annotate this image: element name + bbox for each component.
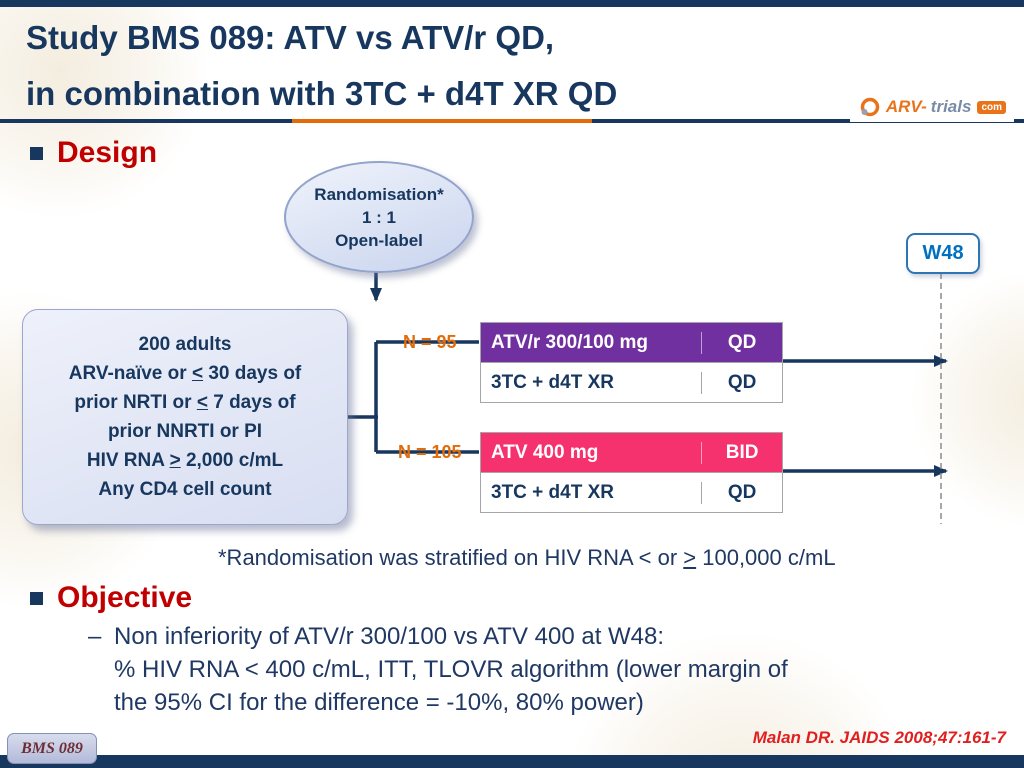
text: 200 adults xyxy=(138,334,232,355)
logo-text-arv: ARV- xyxy=(885,97,927,116)
text: Any CD4 cell count xyxy=(98,479,272,500)
population-line: prior NNRTI or PI xyxy=(23,417,347,446)
arm1-backbone-row: 3TC + d4T XR QD xyxy=(481,362,782,402)
slide-title: Study BMS 089: ATV vs ATV/r QD, in combi… xyxy=(26,10,617,122)
title-divider xyxy=(0,119,1024,123)
design-section-heading: Design xyxy=(30,136,157,170)
arv-trials-logo: ARV-trials com xyxy=(849,92,1014,122)
text: *Randomisation was stratified on HIV RNA… xyxy=(218,545,684,570)
randomisation-line-3: Open-label xyxy=(335,230,423,250)
arm1-regimen-row: ATV/r 300/100 mg QD xyxy=(481,323,782,362)
objective-body: – Non inferiority of ATV/r 300/100 vs ATV… xyxy=(88,620,788,719)
arm2-backbone-dose: QD xyxy=(701,481,782,504)
square-bullet-icon xyxy=(30,591,43,605)
objective-line-1: – Non inferiority of ATV/r 300/100 vs ATV… xyxy=(88,620,788,653)
text: ARV-naïve or xyxy=(68,363,192,384)
objective-section-heading: Objective xyxy=(30,581,192,615)
arm1-regimen: ATV/r 300/100 mg xyxy=(491,331,649,353)
background-decoration xyxy=(910,270,1024,530)
underlined-operator: > xyxy=(683,545,697,570)
population-line: HIV RNA > 2,000 c/mL xyxy=(23,446,347,475)
text: 2,000 c/mL xyxy=(180,450,284,471)
arm1-backbone: 3TC + d4T XR xyxy=(491,371,614,393)
text: 100,000 c/mL xyxy=(696,545,836,570)
arm1-n-label: N = 95 xyxy=(403,332,457,352)
reference-citation: Malan DR. JAIDS 2008;47:161-7 xyxy=(752,728,1006,747)
arm2-n-label: N = 105 xyxy=(398,442,462,462)
randomisation-line-1: Randomisation* xyxy=(314,184,444,204)
population-box: 200 adults ARV-naïve or < 30 days of pri… xyxy=(22,309,348,525)
text: prior NRTI or xyxy=(74,392,197,413)
population-line: ARV-naïve or < 30 days of xyxy=(23,359,347,388)
arm2-regimen: ATV 400 mg xyxy=(491,441,599,463)
population-line: prior NRTI or < 7 days of xyxy=(23,388,347,417)
divider-segment-orange xyxy=(292,119,592,123)
logo-swoosh-icon xyxy=(860,97,880,117)
arm1-backbone-dose: QD xyxy=(701,371,782,394)
slide-title-line-1: Study BMS 089: ATV vs ATV/r QD, xyxy=(26,19,555,56)
underlined-operator: < xyxy=(196,392,208,413)
arm2-regimen-row: ATV 400 mg BID xyxy=(481,433,782,472)
arm2-backbone-row: 3TC + d4T XR QD xyxy=(481,472,782,512)
divider-segment-navy xyxy=(592,119,1024,123)
text: 30 days of xyxy=(203,363,302,384)
dash-bullet: – xyxy=(88,623,102,650)
randomisation-line-2: 1 : 1 xyxy=(361,207,397,227)
objective-heading-label: Objective xyxy=(57,581,193,614)
text: HIV RNA xyxy=(86,450,170,471)
text: prior NNRTI or PI xyxy=(107,421,263,442)
arm2-backbone: 3TC + d4T XR xyxy=(491,481,614,503)
logo-text-trials: trials xyxy=(930,97,972,116)
objective-line-2: % HIV RNA < 400 c/mL, ITT, TLOVR algorit… xyxy=(114,656,788,683)
arm2-regimen-dose: BID xyxy=(701,441,782,464)
w48-timepoint-box: W48 xyxy=(906,233,980,274)
underlined-operator: < xyxy=(191,363,204,384)
bottom-accent-bar xyxy=(0,755,1024,768)
randomisation-ellipse: Randomisation* 1 : 1 Open-label xyxy=(284,161,474,273)
design-heading-label: Design xyxy=(57,136,158,169)
population-line: Any CD4 cell count xyxy=(23,475,347,504)
randomisation-footnote: *Randomisation was stratified on HIV RNA… xyxy=(218,545,836,571)
slide-title-line-2: in combination with 3TC + d4T XR QD xyxy=(26,75,618,112)
underlined-operator: > xyxy=(169,450,181,471)
objective-line-3: the 95% CI for the difference = -10%, 80… xyxy=(114,689,644,716)
population-line: 200 adults xyxy=(23,330,347,359)
study-tag: BMS 089 xyxy=(7,733,97,764)
text: Non inferiority of ATV/r 300/100 vs ATV … xyxy=(114,623,665,650)
divider-segment-navy xyxy=(0,119,292,123)
arm2-table: ATV 400 mg BID 3TC + d4T XR QD xyxy=(480,432,783,513)
text: 7 days of xyxy=(207,392,296,413)
square-bullet-icon xyxy=(30,146,43,160)
top-accent-bar xyxy=(0,0,1024,7)
logo-text-com: com xyxy=(977,100,1006,114)
arm1-regimen-dose: QD xyxy=(701,331,782,354)
arm1-table: ATV/r 300/100 mg QD 3TC + d4T XR QD xyxy=(480,322,783,403)
